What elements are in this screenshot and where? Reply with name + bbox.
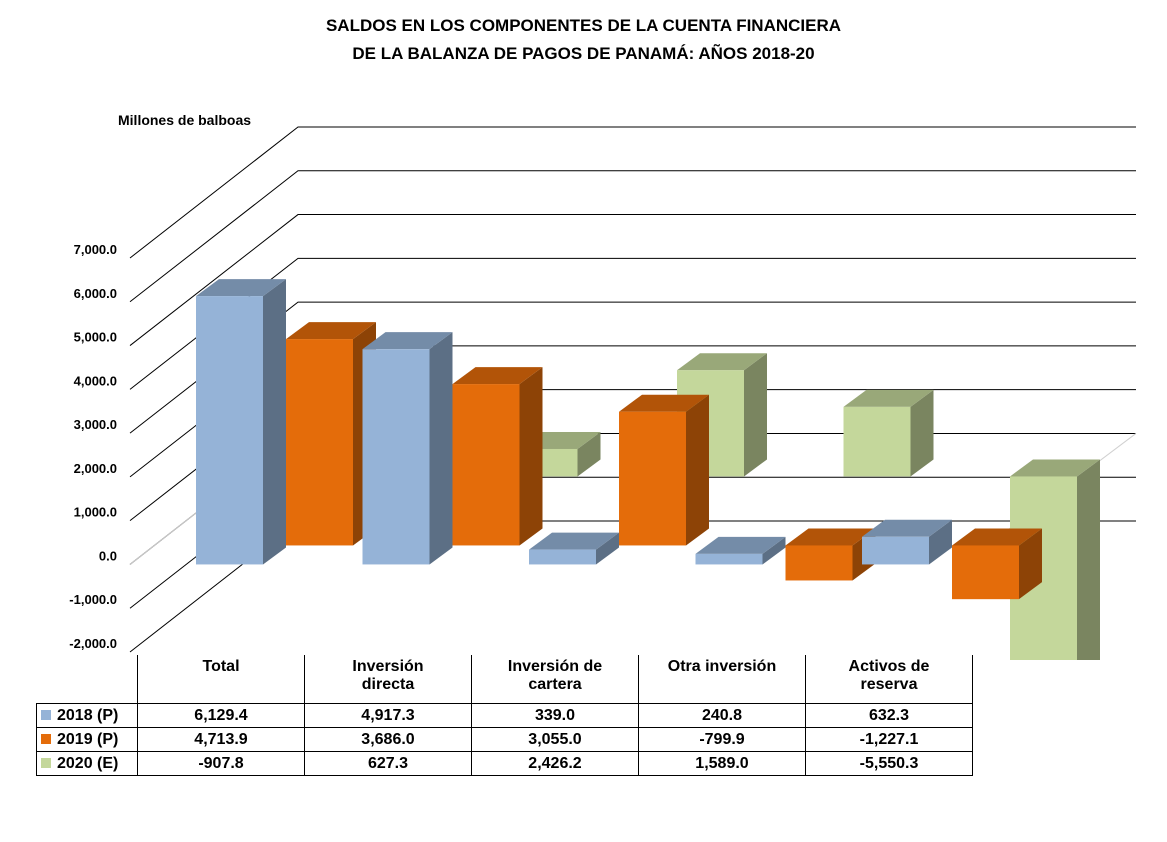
bar-side — [429, 332, 453, 565]
legend-entry-2018: 2018 (P) — [36, 703, 138, 728]
bar-top — [452, 367, 543, 385]
bar-top — [529, 532, 619, 550]
table-cell: 627.3 — [304, 751, 472, 776]
bar-2019-4 — [952, 528, 1042, 600]
bar-2020-4 — [1010, 459, 1100, 660]
bar-side — [744, 353, 767, 477]
bar-top — [286, 322, 376, 340]
y-tick-label: 5,000.0 — [74, 330, 117, 345]
bar-2019-2 — [619, 394, 709, 546]
bar-top — [362, 332, 453, 350]
bar-side — [596, 532, 619, 565]
gridline — [129, 170, 1136, 303]
table-cell: 339.0 — [471, 703, 639, 728]
chart-subtitle: DE LA BALANZA DE PAGOS DE PANAMÁ: AÑOS 2… — [352, 44, 815, 63]
bar-top — [843, 389, 934, 407]
bar-top — [677, 353, 767, 371]
bar-front — [362, 349, 430, 565]
data-row-2019: 2019 (P) 4,713.9 3,686.0 3,055.0 -799.9 … — [36, 727, 973, 752]
gridline — [129, 214, 1136, 346]
bar-2018-4 — [862, 519, 952, 565]
y-tick-label: 3,000.0 — [74, 417, 117, 432]
bar-side — [910, 389, 934, 477]
bar-side — [929, 519, 952, 565]
table-cell: 2,426.2 — [471, 751, 639, 776]
category-label-inversion-cartera: Inversión de cartera — [471, 655, 639, 704]
table-cell: 4,917.3 — [304, 703, 472, 728]
bar-front — [862, 536, 929, 565]
bar-top — [695, 536, 786, 554]
table-cell: -5,550.3 — [805, 751, 973, 776]
bar-side — [577, 431, 601, 477]
y-tick-label: -1,000.0 — [69, 592, 117, 607]
gridline — [129, 257, 1136, 390]
chart-title: SALDOS EN LOS COMPONENTES DE LA CUENTA F… — [325, 16, 842, 35]
gridline — [129, 126, 1136, 259]
bar-top — [619, 394, 709, 412]
bar-top — [1010, 459, 1100, 477]
y-tick-label: 1,000.0 — [74, 505, 117, 520]
bar-side — [762, 536, 786, 565]
bar-side — [1077, 459, 1100, 660]
bar-front — [952, 545, 1019, 600]
chart-plot-area: -2,000.0 -1,000.0 0.0 1,000.0 2,000.0 3,000.0… — [69, 126, 1137, 660]
bar-2018-1 — [362, 332, 453, 565]
bar-side — [263, 279, 286, 565]
category-label-activos-reserva: Activos de reserva — [805, 655, 973, 704]
table-cell: 3,055.0 — [471, 727, 639, 752]
table-cell: -1,227.1 — [805, 727, 973, 752]
y-tick-label: 2,000.0 — [74, 461, 117, 476]
table-cell: 6,129.4 — [137, 703, 305, 728]
table-cell: 240.8 — [638, 703, 806, 728]
data-row-2020: 2020 (E) -907.8 627.3 2,426.2 1,589.0 -5… — [36, 751, 973, 776]
data-row-2018: 2018 (P) 6,129.4 4,917.3 339.0 240.8 632… — [36, 703, 973, 728]
table-cell: -799.9 — [638, 727, 806, 752]
category-label-total: Total — [137, 655, 305, 704]
bar-top — [785, 528, 876, 546]
bar-front — [619, 411, 686, 546]
category-label-otra-inversion: Otra inversión — [638, 655, 806, 704]
table-cell: 1,589.0 — [638, 751, 806, 776]
category-label-inversion-directa: Inversión directa — [304, 655, 472, 704]
bar-2018-3 — [695, 536, 786, 565]
data-table-corner — [37, 655, 138, 704]
y-tick-label: 0.0 — [99, 548, 117, 563]
table-cell: 4,713.9 — [137, 727, 305, 752]
y-tick-label: -2,000.0 — [69, 636, 117, 651]
bar-2019-1 — [452, 367, 543, 546]
bar-top — [862, 519, 952, 537]
table-cell: -907.8 — [137, 751, 305, 776]
bar-2020-3 — [843, 389, 934, 477]
bar-2018-0 — [196, 279, 286, 565]
y-tick-label: 6,000.0 — [74, 286, 117, 301]
legend-key-2019 — [41, 733, 51, 744]
bar-front — [843, 406, 911, 477]
bar-front — [529, 549, 596, 565]
legend-entry-2020: 2020 (E) — [36, 751, 138, 776]
table-cell: 3,686.0 — [304, 727, 472, 752]
bar-front — [695, 553, 763, 565]
bar-front — [785, 545, 853, 581]
data-table-header: Total Inversión directa Inversión de carte… — [37, 655, 973, 704]
gridline — [129, 301, 1136, 434]
bar-side — [519, 367, 543, 546]
bar-front — [286, 339, 353, 546]
bar-front — [196, 296, 263, 565]
legend-entry-2019: 2019 (P) — [36, 727, 138, 752]
bar-front — [452, 384, 520, 546]
bar-top — [196, 279, 286, 297]
legend-key-2018 — [41, 709, 51, 720]
data-table: Total Inversión directa Inversión de carte… — [36, 655, 973, 776]
bar-side — [686, 394, 709, 546]
y-axis-label: Millones de balboas — [118, 112, 252, 128]
table-cell: 632.3 — [805, 703, 973, 728]
legend-key-2020 — [41, 757, 51, 768]
bar-side — [1019, 528, 1042, 600]
bar-top — [952, 528, 1042, 546]
y-tick-label: 4,000.0 — [74, 373, 117, 388]
bar-2018-2 — [529, 532, 619, 565]
y-tick-label: 7,000.0 — [74, 242, 117, 257]
